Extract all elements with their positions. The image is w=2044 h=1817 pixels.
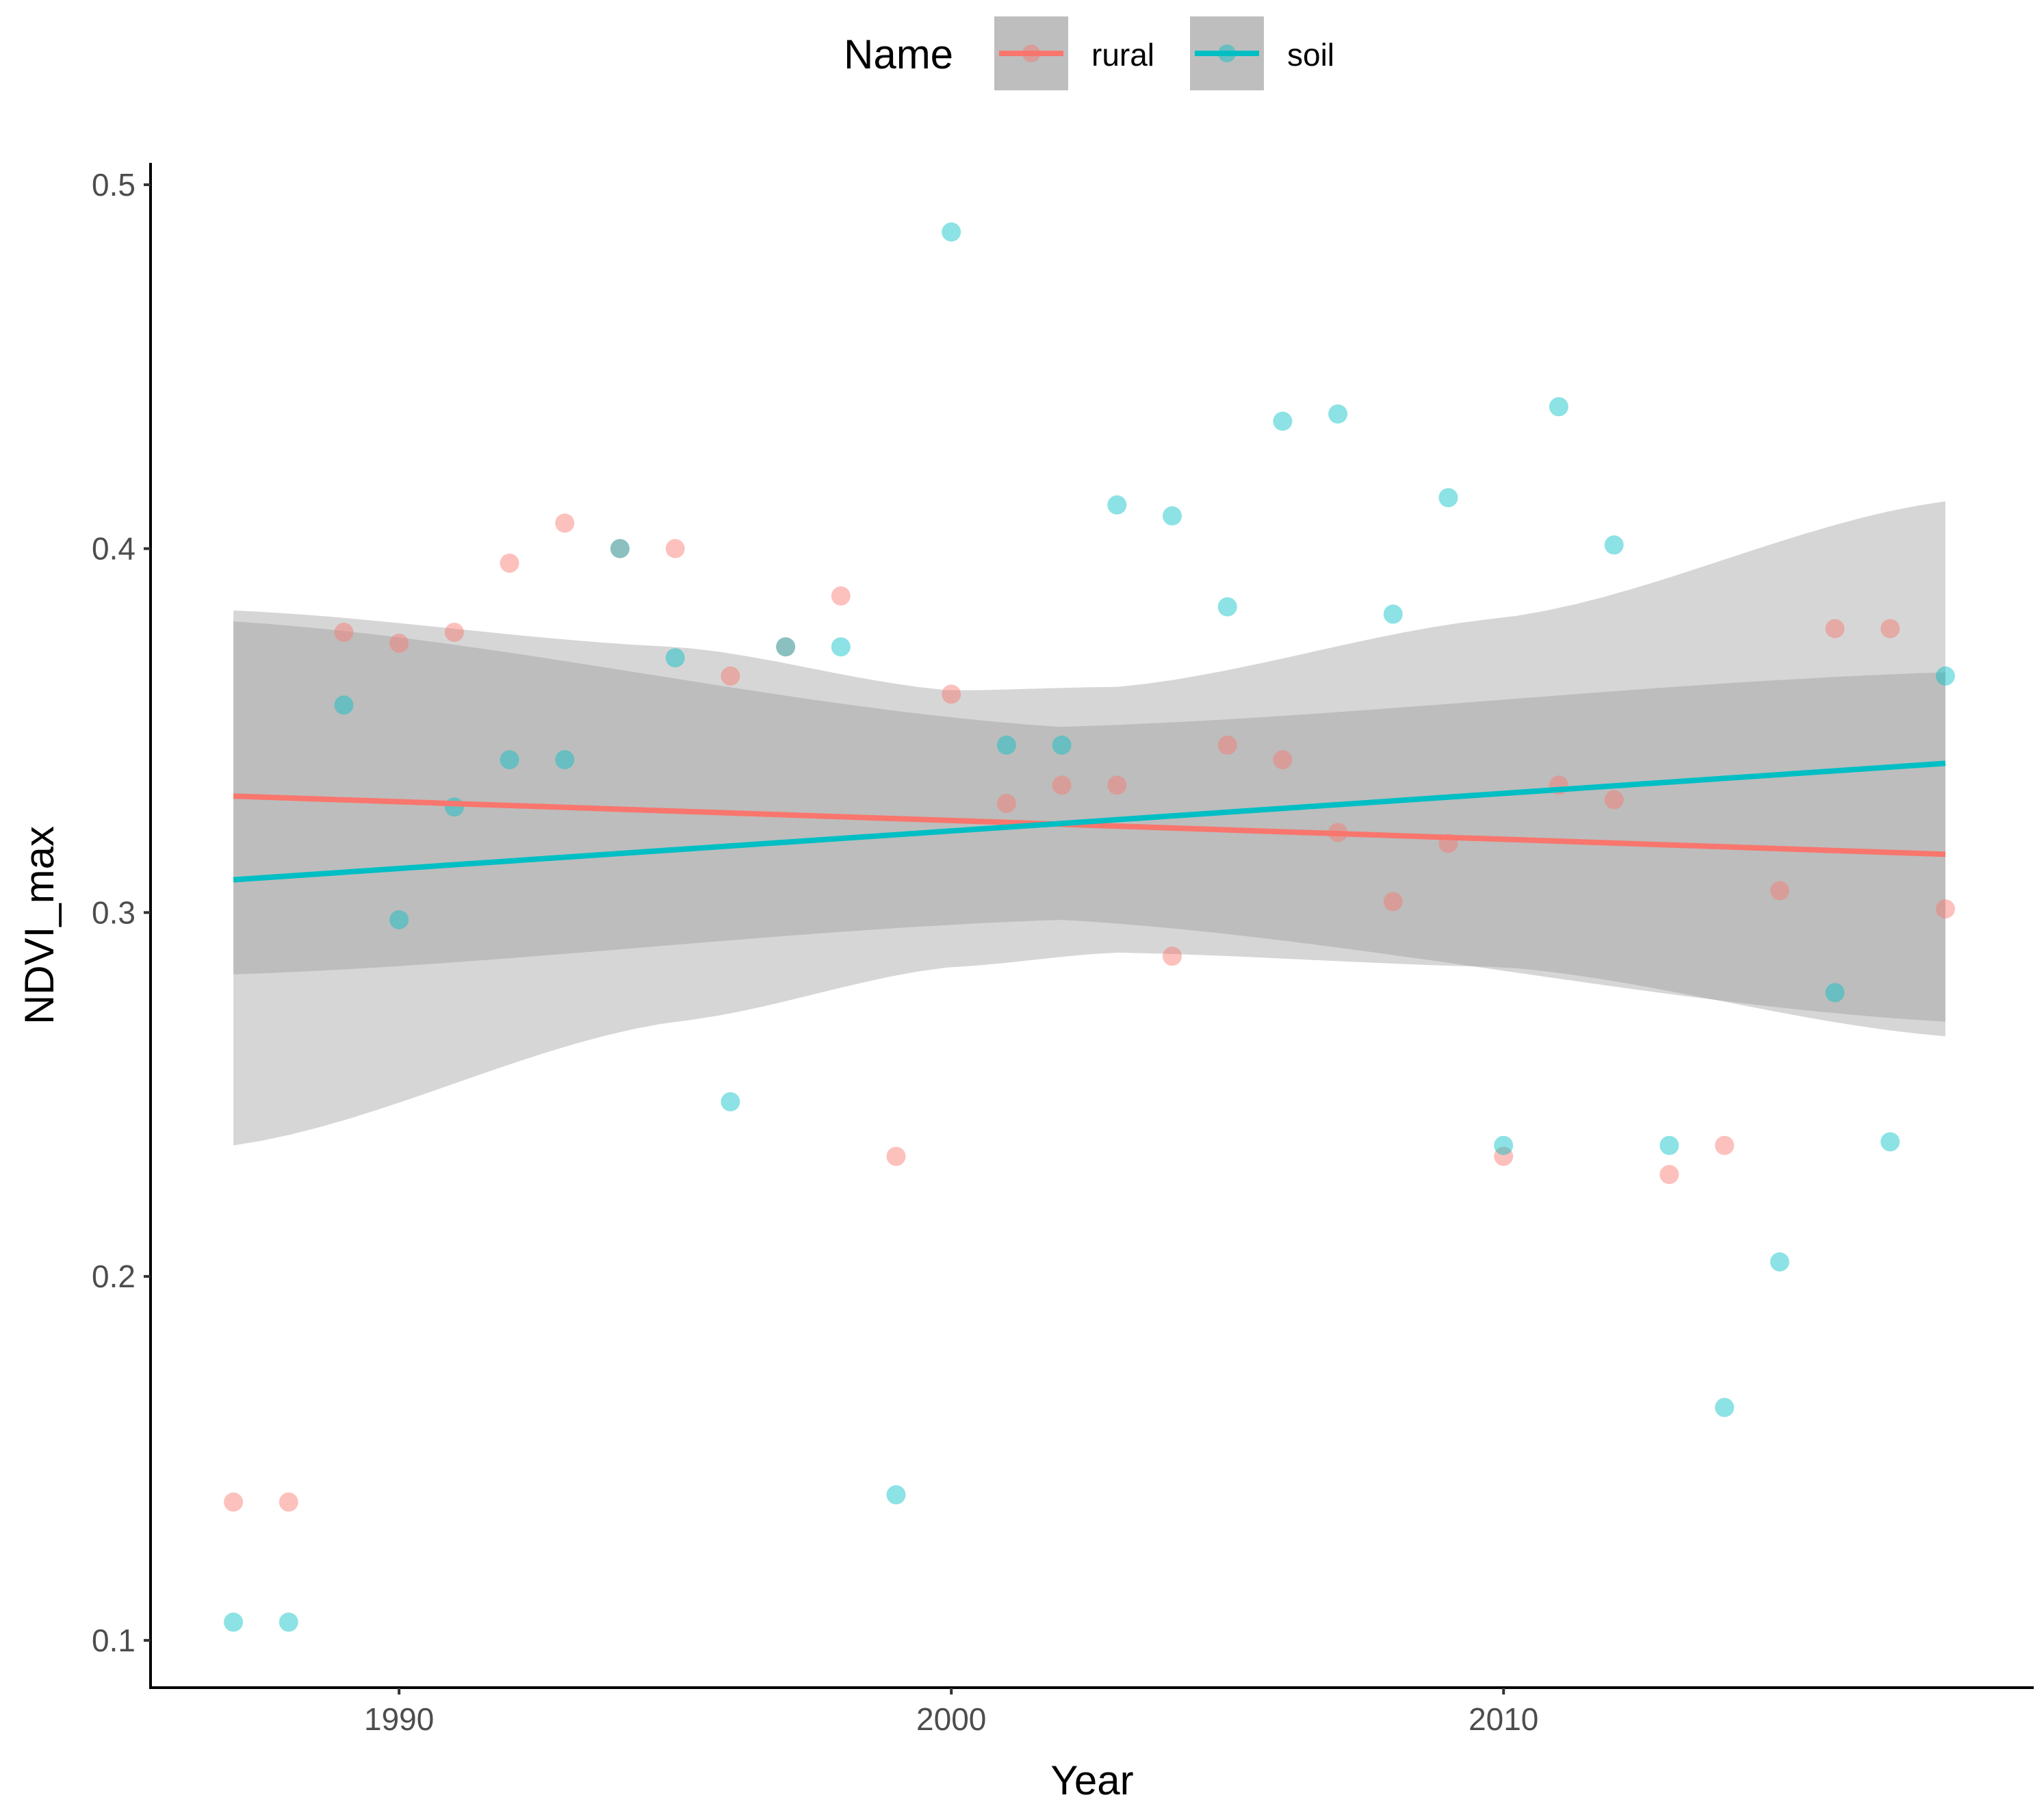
legend-dot-rural (1022, 44, 1040, 62)
point-soil (1715, 1397, 1735, 1417)
point-rural (1880, 619, 1900, 639)
point-soil (1880, 1132, 1900, 1152)
point-rural (1383, 892, 1403, 912)
point-soil (1770, 1252, 1789, 1272)
x-axis-ticks: 1990 2000 2010 (364, 1688, 1538, 1737)
point-soil (776, 637, 796, 657)
x-tick-label: 1990 (364, 1701, 434, 1737)
y-tick-label: 0.2 (92, 1259, 135, 1294)
point-soil (1659, 1135, 1679, 1155)
point-rural (1107, 775, 1127, 795)
point-soil (1217, 597, 1237, 617)
point-rural (1770, 881, 1789, 901)
point-soil (886, 1485, 906, 1505)
point-soil (1549, 397, 1568, 417)
point-soil (224, 1612, 244, 1632)
point-soil (1328, 404, 1348, 424)
point-rural (776, 637, 796, 657)
point-rural (444, 622, 464, 642)
point-soil (555, 750, 575, 770)
point-rural (1217, 735, 1237, 755)
point-soil (1052, 735, 1072, 755)
point-soil (1163, 506, 1182, 526)
point-soil (610, 539, 630, 558)
y-tick-label: 0.5 (92, 167, 135, 203)
point-rural (610, 539, 630, 558)
point-rural (1659, 1165, 1679, 1185)
y-tick-label: 0.1 (92, 1623, 135, 1658)
point-rural (942, 684, 961, 704)
point-soil (1438, 488, 1458, 508)
point-soil (721, 1092, 740, 1111)
x-tick-label: 2000 (916, 1701, 986, 1737)
point-soil (500, 750, 519, 770)
point-rural (279, 1492, 298, 1512)
point-soil (1273, 411, 1293, 431)
point-soil (942, 222, 961, 242)
point-rural (389, 633, 409, 653)
trend-line-rural (233, 793, 1946, 858)
point-rural (1604, 790, 1624, 810)
legend-title: Name (844, 31, 953, 77)
data-points (224, 222, 1955, 1632)
legend: Name rural soil (844, 16, 1334, 90)
y-axis-ticks: 0.1 0.2 0.3 0.4 0.5 (92, 167, 151, 1658)
x-axis-title: Year (1050, 1757, 1133, 1803)
point-soil (996, 735, 1016, 755)
point-rural (665, 539, 685, 558)
point-soil (665, 648, 685, 668)
point-rural (831, 586, 851, 606)
point-soil (1107, 495, 1127, 515)
point-rural (334, 622, 354, 642)
point-soil (279, 1612, 298, 1632)
y-tick-label: 0.3 (92, 894, 135, 930)
legend-label-rural: rural (1091, 37, 1154, 73)
point-rural (721, 666, 740, 686)
point-soil (831, 637, 851, 657)
x-tick-label: 2010 (1469, 1701, 1538, 1737)
point-rural (555, 513, 575, 533)
y-tick-label: 0.4 (92, 531, 135, 567)
legend-label-soil: soil (1287, 37, 1334, 73)
point-rural (1163, 946, 1182, 966)
point-soil (1604, 535, 1624, 555)
point-rural (886, 1146, 906, 1166)
y-axis-title: NDVI_max (16, 826, 62, 1025)
trend-lines (233, 760, 1946, 883)
point-soil (1494, 1135, 1514, 1155)
point-rural (224, 1492, 244, 1512)
point-soil (389, 910, 409, 929)
point-rural (1494, 1146, 1514, 1166)
point-soil (1383, 604, 1403, 624)
point-soil (1935, 666, 1955, 686)
point-rural (1052, 775, 1072, 795)
point-rural (1715, 1135, 1735, 1155)
legend-dot-soil (1218, 44, 1236, 62)
point-soil (444, 797, 464, 817)
point-rural (996, 793, 1016, 813)
point-rural (1825, 619, 1845, 639)
point-soil (334, 695, 354, 715)
point-rural (500, 553, 519, 573)
point-rural (1935, 899, 1955, 919)
point-soil (1825, 983, 1845, 1003)
point-rural (1273, 750, 1293, 770)
trend-line-soil (233, 760, 1946, 883)
